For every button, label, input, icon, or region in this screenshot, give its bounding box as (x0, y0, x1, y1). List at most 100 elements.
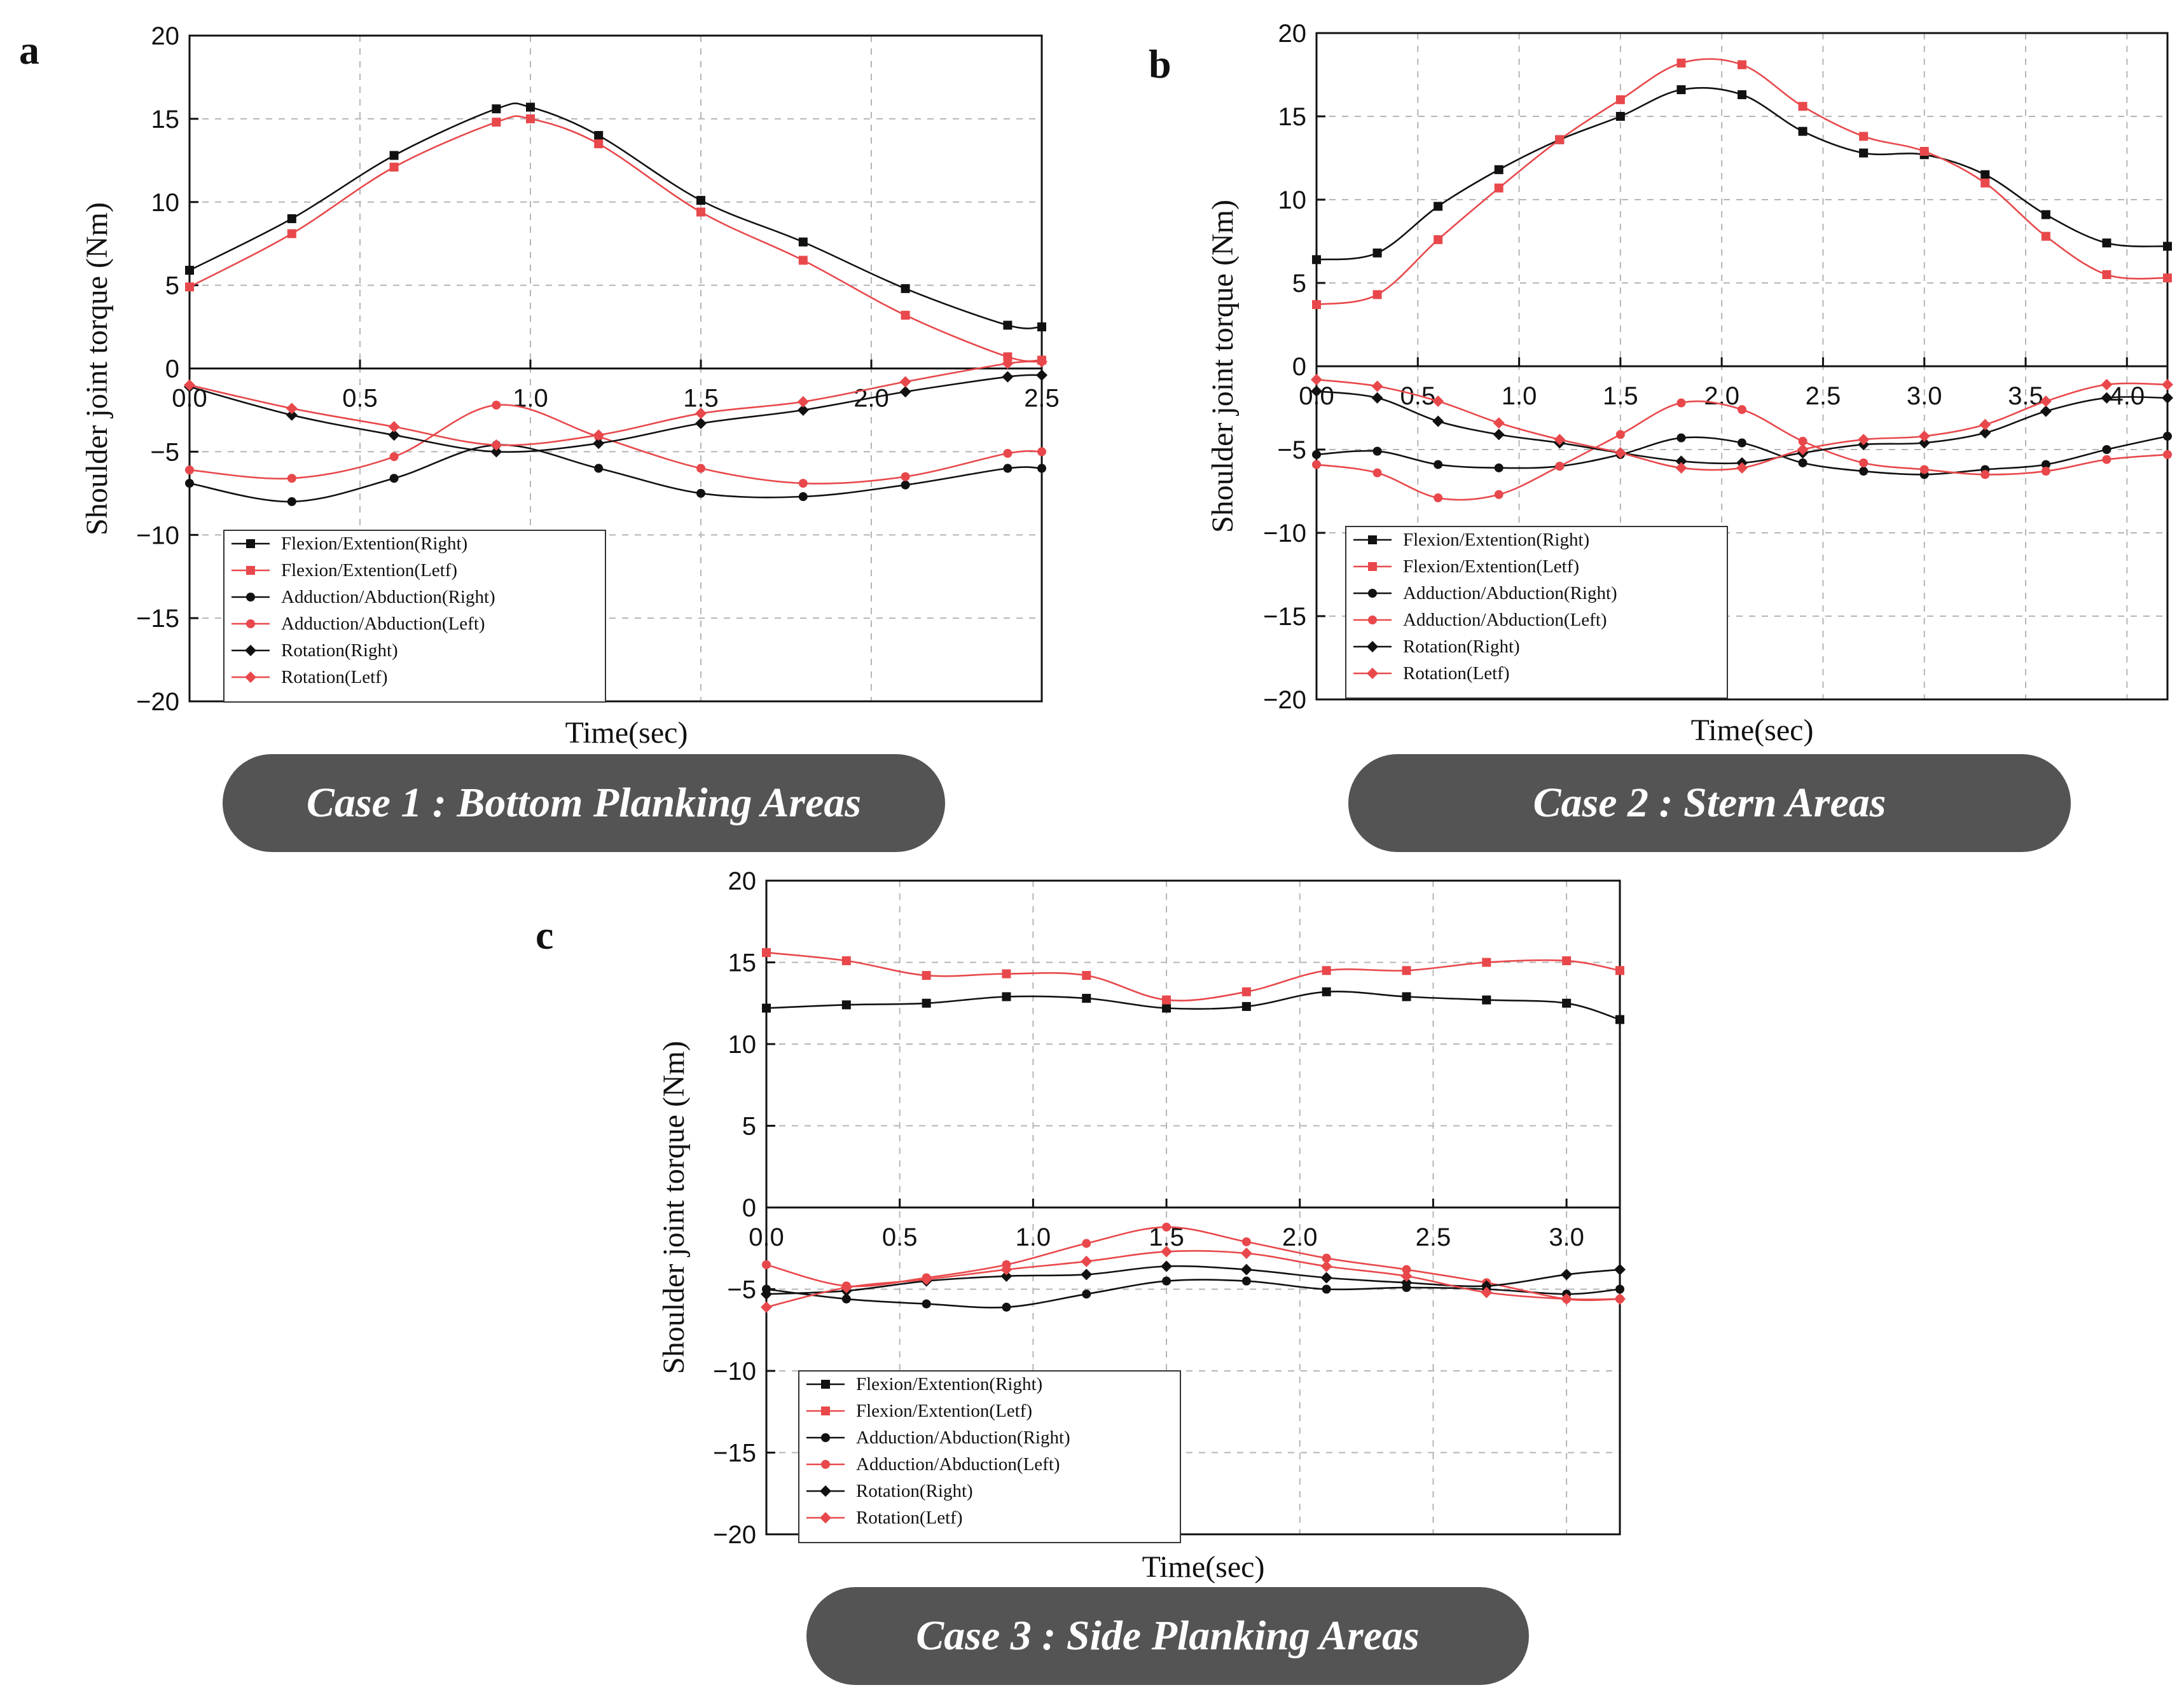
legend-label: Flexion/Extention(Right) (281, 533, 467, 554)
data-point-square (1676, 85, 1686, 95)
y-tick-label: −15 (713, 1440, 756, 1468)
data-point-circle (1241, 1237, 1251, 1246)
data-point-square (1082, 994, 1091, 1003)
y-tick-label: −20 (136, 688, 179, 716)
data-point-square (798, 256, 808, 265)
data-point-circle (1372, 446, 1382, 456)
data-point-diamond (1000, 1263, 1013, 1276)
data-point-circle (798, 479, 808, 488)
data-point-square (1562, 956, 1572, 965)
legend-label: Rotation(Right) (1403, 636, 1520, 657)
data-point-circle (1738, 438, 1746, 448)
data-point-square (526, 114, 535, 123)
data-point-circle (492, 401, 501, 410)
x-tick-label: 2.0 (1704, 382, 1739, 410)
legend-label: Flexion/Extention(Letf) (281, 560, 457, 581)
legend-label: Flexion/Extention(Letf) (1403, 556, 1579, 577)
data-point-diamond (1400, 1277, 1413, 1289)
legend-label: Adduction/Abduction(Left) (1403, 610, 1607, 630)
data-point-square (1738, 60, 1746, 69)
data-point-diamond (1371, 392, 1383, 404)
data-point-square (1494, 165, 1503, 174)
data-point-diamond (1493, 417, 1505, 429)
x-tick-label: 1.0 (1502, 382, 1537, 410)
data-point-diamond (1675, 455, 1687, 467)
data-point-circle (798, 492, 808, 502)
data-point-diamond (899, 376, 911, 388)
data-point-diamond (1493, 429, 1505, 441)
series-line (189, 361, 1042, 446)
x-tick-label: 3.0 (1907, 382, 1942, 410)
data-point-diamond (1311, 373, 1322, 385)
data-point-circle (1162, 1276, 1171, 1286)
data-point-circle (1372, 468, 1382, 478)
series-0 (762, 987, 1624, 1024)
data-point-diamond (593, 429, 605, 441)
data-point-square (841, 956, 851, 965)
data-point-circle (696, 464, 705, 473)
data-point-circle (287, 474, 296, 483)
data-point-circle (1003, 464, 1013, 473)
data-point-square (2041, 231, 2050, 241)
y-tick-label: 10 (151, 189, 180, 217)
data-point-square (1555, 135, 1565, 144)
data-point-square (1162, 995, 1171, 1005)
legend-label: Rotation(Letf) (856, 1508, 963, 1528)
data-point-diamond (797, 404, 809, 416)
data-point-circle (1798, 458, 1807, 467)
data-point-diamond (1554, 434, 1566, 446)
data-point-circle (762, 1260, 771, 1269)
data-point-diamond (286, 402, 298, 415)
legend-label: Flexion/Extention(Right) (1403, 530, 1589, 550)
x-axis-title: Time(sec) (1142, 1550, 1265, 1584)
data-point-square (1494, 183, 1503, 193)
y-tick-label: 0 (165, 355, 179, 383)
data-point-square (1676, 58, 1686, 68)
legend-label: Flexion/Extention(Letf) (856, 1401, 1032, 1421)
data-point-square (287, 229, 296, 238)
x-tick-label: 2.5 (1416, 1223, 1451, 1251)
data-point-square (922, 971, 931, 980)
data-point-diamond (1081, 1255, 1093, 1267)
data-point-square (1434, 202, 1443, 211)
data-point-square (1434, 235, 1443, 244)
data-point-circle (389, 474, 399, 483)
data-point-circle (1003, 448, 1013, 458)
data-point-circle (1676, 433, 1686, 443)
data-point-diamond (1161, 1260, 1173, 1272)
data-point-circle (2102, 455, 2111, 464)
data-point-square (1241, 987, 1251, 996)
panel-letter: c (536, 912, 553, 958)
data-point-circle (1312, 450, 1321, 459)
data-point-diamond (695, 417, 707, 429)
data-point-circle (2102, 445, 2111, 454)
data-point-square (1003, 320, 1013, 330)
legend-box (1345, 526, 1728, 699)
data-point-square (798, 237, 808, 247)
data-point-square (1312, 255, 1321, 265)
data-point-circle (1434, 460, 1443, 469)
data-point-circle (1615, 430, 1625, 439)
series-3 (1312, 398, 2172, 502)
legend-label: Rotation(Right) (281, 640, 398, 661)
series-0 (185, 102, 1046, 332)
legend-label: Flexion/Extention(Right) (856, 1374, 1042, 1394)
data-point-circle (2041, 460, 2050, 469)
y-tick-label: −15 (136, 605, 179, 633)
y-tick-label: 20 (728, 867, 757, 895)
data-point-diamond (184, 379, 195, 391)
x-tick-label: 1.0 (513, 385, 548, 413)
data-point-square (1738, 90, 1746, 99)
series-1 (762, 948, 1624, 1005)
data-point-square (901, 310, 910, 320)
data-point-square (922, 998, 931, 1008)
data-point-square (1002, 992, 1011, 1001)
data-point-diamond (490, 439, 502, 451)
data-point-square (1322, 987, 1331, 996)
data-point-square (1798, 102, 1807, 111)
legend-marker-circle (1368, 589, 1377, 598)
data-point-square (2041, 210, 2050, 219)
data-point-diamond (1675, 462, 1687, 474)
y-tick-label: 20 (1278, 20, 1307, 48)
